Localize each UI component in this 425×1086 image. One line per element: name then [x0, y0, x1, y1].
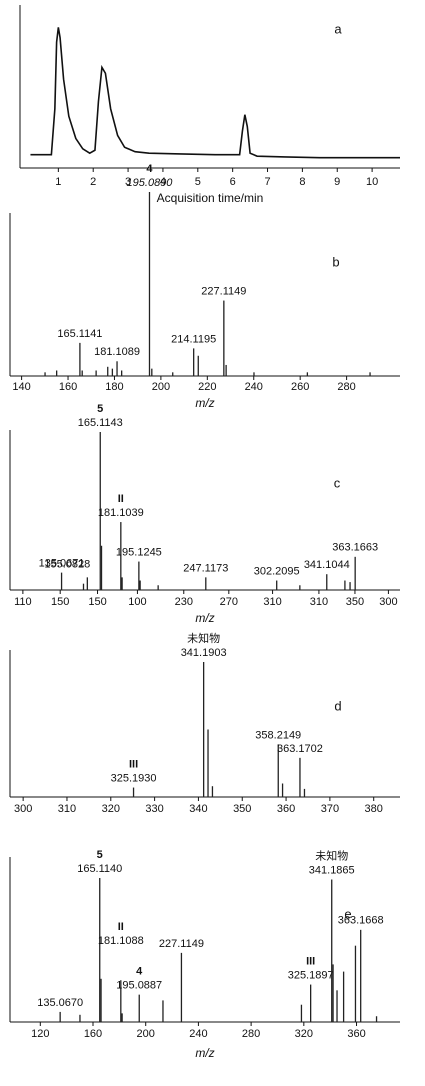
peak-label: 227.1149 [201, 285, 246, 297]
peak-label: 181.1088 [98, 935, 144, 947]
x-tick-label: 160 [59, 381, 77, 393]
compound-label: III [306, 955, 315, 967]
peak-label: 135.0670 [37, 997, 83, 1009]
x-tick-label: 330 [145, 803, 163, 815]
x-tick-label: 380 [365, 803, 383, 815]
compound-label: II [118, 921, 124, 933]
x-tick-label: 5 [195, 176, 201, 188]
peak-label: 181.1089 [94, 346, 140, 358]
x-tick-label: 340 [189, 803, 207, 815]
panel-label: e [344, 906, 351, 921]
compound-label: 5 [97, 403, 103, 415]
x-tick-label: 200 [137, 1028, 155, 1040]
compound-label: 未知物 [315, 848, 348, 862]
panel-label: a [334, 21, 342, 36]
x-tick-label: 350 [233, 803, 251, 815]
peak-label: 341.1044 [304, 559, 350, 571]
panel-label: d [334, 698, 341, 713]
peak-label: 302.2095 [254, 565, 300, 577]
x-tick-label: 240 [189, 1028, 207, 1040]
compound-label: III [129, 758, 138, 770]
x-tick-label: 160 [84, 1028, 102, 1040]
x-tick-label: 140 [12, 381, 30, 393]
x-tick-label: 370 [321, 803, 339, 815]
compound-label: 4 [136, 966, 143, 978]
panel-label: c [334, 475, 341, 490]
x-tick-label: 280 [242, 1028, 260, 1040]
x-tick-label: 10 [366, 176, 378, 188]
peak-label: 165.1143 [78, 417, 123, 429]
x-tick-label: 320 [102, 803, 120, 815]
x-tick-label: 360 [277, 803, 295, 815]
x-tick-label: 310 [310, 596, 328, 608]
peak-label: 358.2149 [255, 729, 301, 741]
x-tick-label: 310 [263, 596, 281, 608]
x-tick-label: 320 [295, 1028, 313, 1040]
x-axis-label: m/z [195, 1046, 214, 1060]
peak-label: 341.1865 [309, 864, 355, 876]
x-tick-label: 350 [346, 596, 364, 608]
x-tick-label: 270 [220, 596, 238, 608]
peak-label: 227.1149 [159, 938, 204, 950]
chromatogram-line [30, 27, 400, 159]
peak-label: 214.1195 [171, 333, 216, 345]
x-axis-label: Acquisition time/min [157, 191, 264, 205]
x-tick-label: 3 [125, 176, 131, 188]
x-tick-label: 150 [88, 596, 106, 608]
x-tick-label: 280 [337, 381, 355, 393]
peak-label: 155.0828 [44, 558, 90, 570]
x-tick-label: 6 [230, 176, 236, 188]
x-tick-label: 150 [51, 596, 69, 608]
x-tick-label: 120 [31, 1028, 49, 1040]
x-tick-label: 200 [152, 381, 170, 393]
peak-label: 135.0671 [39, 558, 85, 570]
peak-label: 195.1245 [116, 546, 162, 558]
x-tick-label: 7 [264, 176, 270, 188]
x-tick-label: 300 [379, 596, 397, 608]
peak-label: 195.0887 [116, 980, 162, 992]
peak-label: 363.1668 [338, 915, 384, 927]
peak-label: 195.0890 [127, 177, 174, 189]
x-tick-label: 300 [14, 803, 32, 815]
x-tick-label: 260 [291, 381, 309, 393]
peak-label: 181.1039 [98, 507, 144, 519]
x-tick-label: 310 [58, 803, 76, 815]
peak-label: 363.1702 [277, 743, 323, 755]
compound-label: 未知物 [187, 631, 220, 645]
peak-label: 247.1173 [183, 562, 228, 574]
x-tick-label: 2 [90, 176, 96, 188]
x-tick-label: 220 [198, 381, 216, 393]
x-tick-label: 100 [128, 596, 146, 608]
x-tick-label: 110 [14, 596, 32, 608]
x-tick-label: 8 [299, 176, 305, 188]
x-tick-label: 240 [245, 381, 263, 393]
x-tick-label: 4 [160, 176, 166, 188]
peak-label: 363.1663 [332, 542, 378, 554]
x-tick-label: 1 [55, 176, 61, 188]
x-tick-label: 180 [105, 381, 123, 393]
x-axis-label: m/z [195, 396, 214, 410]
compound-label: II [118, 493, 124, 505]
peak-label: 165.1141 [57, 328, 102, 340]
x-tick-label: 9 [334, 176, 340, 188]
compound-label: 5 [97, 849, 103, 861]
x-tick-label: 360 [347, 1028, 365, 1040]
panel-label: b [332, 254, 339, 269]
x-tick-label: 230 [175, 596, 193, 608]
x-axis-label: m/z [195, 611, 214, 625]
peak-label: 165.1140 [77, 863, 122, 875]
peak-label: 325.1930 [111, 772, 157, 784]
peak-label: 325.1897 [288, 969, 334, 981]
peak-label: 341.1903 [181, 647, 227, 659]
compound-label: 4 [146, 163, 153, 175]
